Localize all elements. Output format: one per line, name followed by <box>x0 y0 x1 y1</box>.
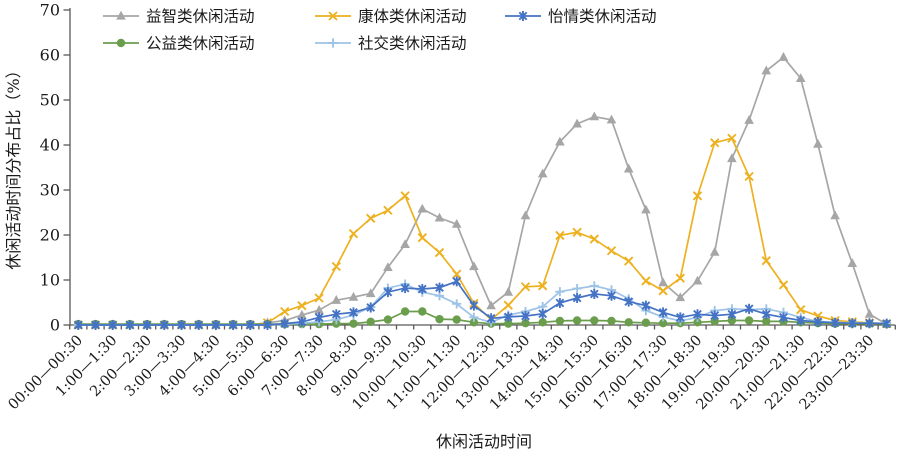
legend-marker-triangle-icon <box>116 10 126 20</box>
y-tick-label: 20 <box>40 226 60 245</box>
series-line-affective-leisure <box>78 280 887 326</box>
axes-layer: 01020304050607000:00—00:301:00—1:302:00—… <box>5 1 896 413</box>
legend-item-puzzle-leisure: 益智类休闲活动 <box>103 8 255 26</box>
y-tick-label: 30 <box>40 181 60 200</box>
series-layer <box>73 52 892 330</box>
legend-label: 怡情类休闲活动 <box>548 8 657 26</box>
y-tick-label: 70 <box>40 1 60 20</box>
series-line-puzzle-leisure <box>78 56 888 326</box>
legend-marker-circle-icon <box>116 38 126 48</box>
legend-marker-x-icon <box>328 11 338 21</box>
series-markers-affective-leisure <box>73 276 892 330</box>
legend-label: 益智类休闲活动 <box>146 8 255 26</box>
x-axis-title: 休闲活动时间 <box>436 432 532 451</box>
legend-item-affective-leisure: 怡情类休闲活动 <box>505 8 657 26</box>
legend-marker-asterisk-icon <box>518 11 528 21</box>
legend-item-social-leisure: 社交类休闲活动 <box>315 35 467 53</box>
series-line-fitness-leisure <box>78 137 887 326</box>
series-puzzle-leisure <box>73 52 892 329</box>
y-tick-label: 0 <box>50 316 60 335</box>
legend-label: 社交类休闲活动 <box>358 35 467 53</box>
y-tick-label: 40 <box>40 136 60 155</box>
y-axis-title: 休闲活动时间分布占比（%） <box>4 62 23 269</box>
legend-label: 公益类休闲活动 <box>146 35 255 53</box>
series-fitness-leisure <box>73 133 892 330</box>
legend-marker-plus-icon <box>328 38 338 48</box>
y-tick-label: 60 <box>40 46 60 65</box>
y-tick-label: 50 <box>40 91 60 110</box>
series-markers-fitness-leisure <box>73 133 892 330</box>
legend-item-charity-leisure: 公益类休闲活动 <box>103 35 255 53</box>
y-tick-label: 10 <box>40 271 60 290</box>
legend-label: 康体类休闲活动 <box>358 8 467 26</box>
legend-item-fitness-leisure: 康体类休闲活动 <box>315 8 467 26</box>
series-affective-leisure <box>73 276 892 330</box>
